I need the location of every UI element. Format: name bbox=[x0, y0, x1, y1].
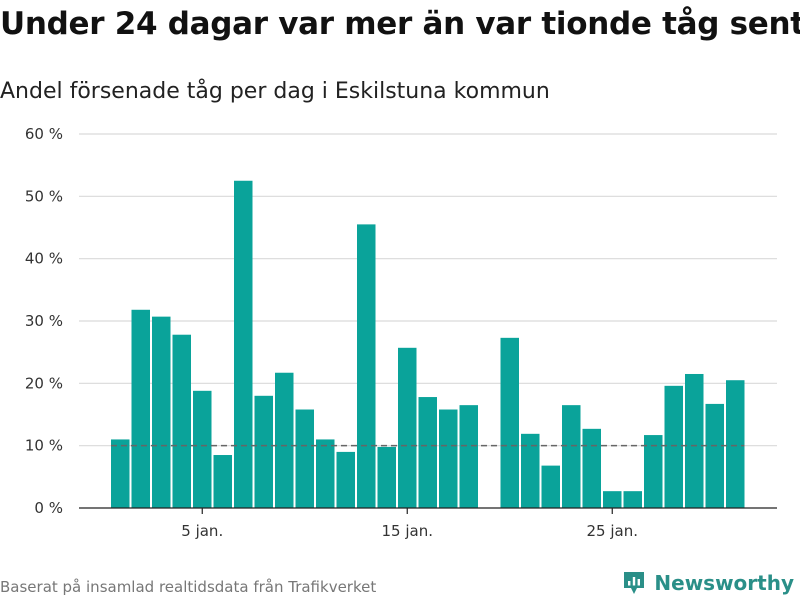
y-tick-label: 30 % bbox=[25, 312, 63, 330]
x-tick-label: 15 jan. bbox=[382, 522, 434, 540]
bar bbox=[398, 347, 417, 508]
bar bbox=[316, 439, 335, 508]
bar-chart: 0 % 10 % 20 % 30 % 40 % 50 % 60 % 5 jan. 15 jan.… bbox=[25, 125, 777, 540]
chart-subtitle: Andel försenade tåg per dag i Eskilstuna… bbox=[0, 79, 550, 104]
bar bbox=[644, 435, 663, 508]
x-tick-label: 25 jan. bbox=[587, 522, 639, 540]
bar bbox=[152, 316, 171, 508]
bar bbox=[541, 465, 560, 508]
bar bbox=[111, 439, 130, 508]
bar bbox=[418, 397, 437, 508]
y-tick-label: 10 % bbox=[25, 437, 63, 455]
bar bbox=[193, 390, 212, 508]
bar bbox=[521, 433, 540, 508]
bar bbox=[275, 372, 294, 508]
bar bbox=[664, 385, 683, 508]
bar bbox=[377, 446, 396, 508]
bar bbox=[234, 180, 253, 508]
brand-name: Newsworthy bbox=[654, 571, 794, 595]
bar bbox=[295, 409, 314, 508]
y-tick-label: 40 % bbox=[25, 250, 63, 268]
bar bbox=[562, 405, 581, 508]
bar bbox=[131, 309, 150, 508]
bar bbox=[582, 428, 601, 508]
brand-logo: Newsworthy bbox=[622, 570, 794, 596]
bar bbox=[500, 337, 519, 508]
bar bbox=[726, 380, 745, 508]
y-tick-label: 20 % bbox=[25, 374, 63, 392]
bar bbox=[172, 334, 191, 508]
chart-title: Under 24 dagar var mer än var tionde tåg… bbox=[0, 6, 800, 42]
newsworthy-logo-icon bbox=[624, 572, 645, 594]
bar bbox=[623, 491, 642, 508]
y-tick-label: 0 % bbox=[34, 499, 63, 517]
bar bbox=[685, 373, 704, 508]
bar bbox=[336, 451, 355, 508]
y-tick-label: 60 % bbox=[25, 125, 63, 143]
bar bbox=[459, 405, 478, 508]
bar bbox=[357, 224, 376, 508]
source-note: Baserat på insamlad realtidsdata från Tr… bbox=[0, 578, 377, 596]
x-tick-label: 5 jan. bbox=[181, 522, 223, 540]
bar bbox=[439, 409, 458, 508]
bar bbox=[705, 403, 724, 508]
bar bbox=[603, 491, 622, 508]
bar bbox=[254, 395, 273, 508]
y-tick-label: 50 % bbox=[25, 187, 63, 205]
bar bbox=[213, 455, 232, 508]
